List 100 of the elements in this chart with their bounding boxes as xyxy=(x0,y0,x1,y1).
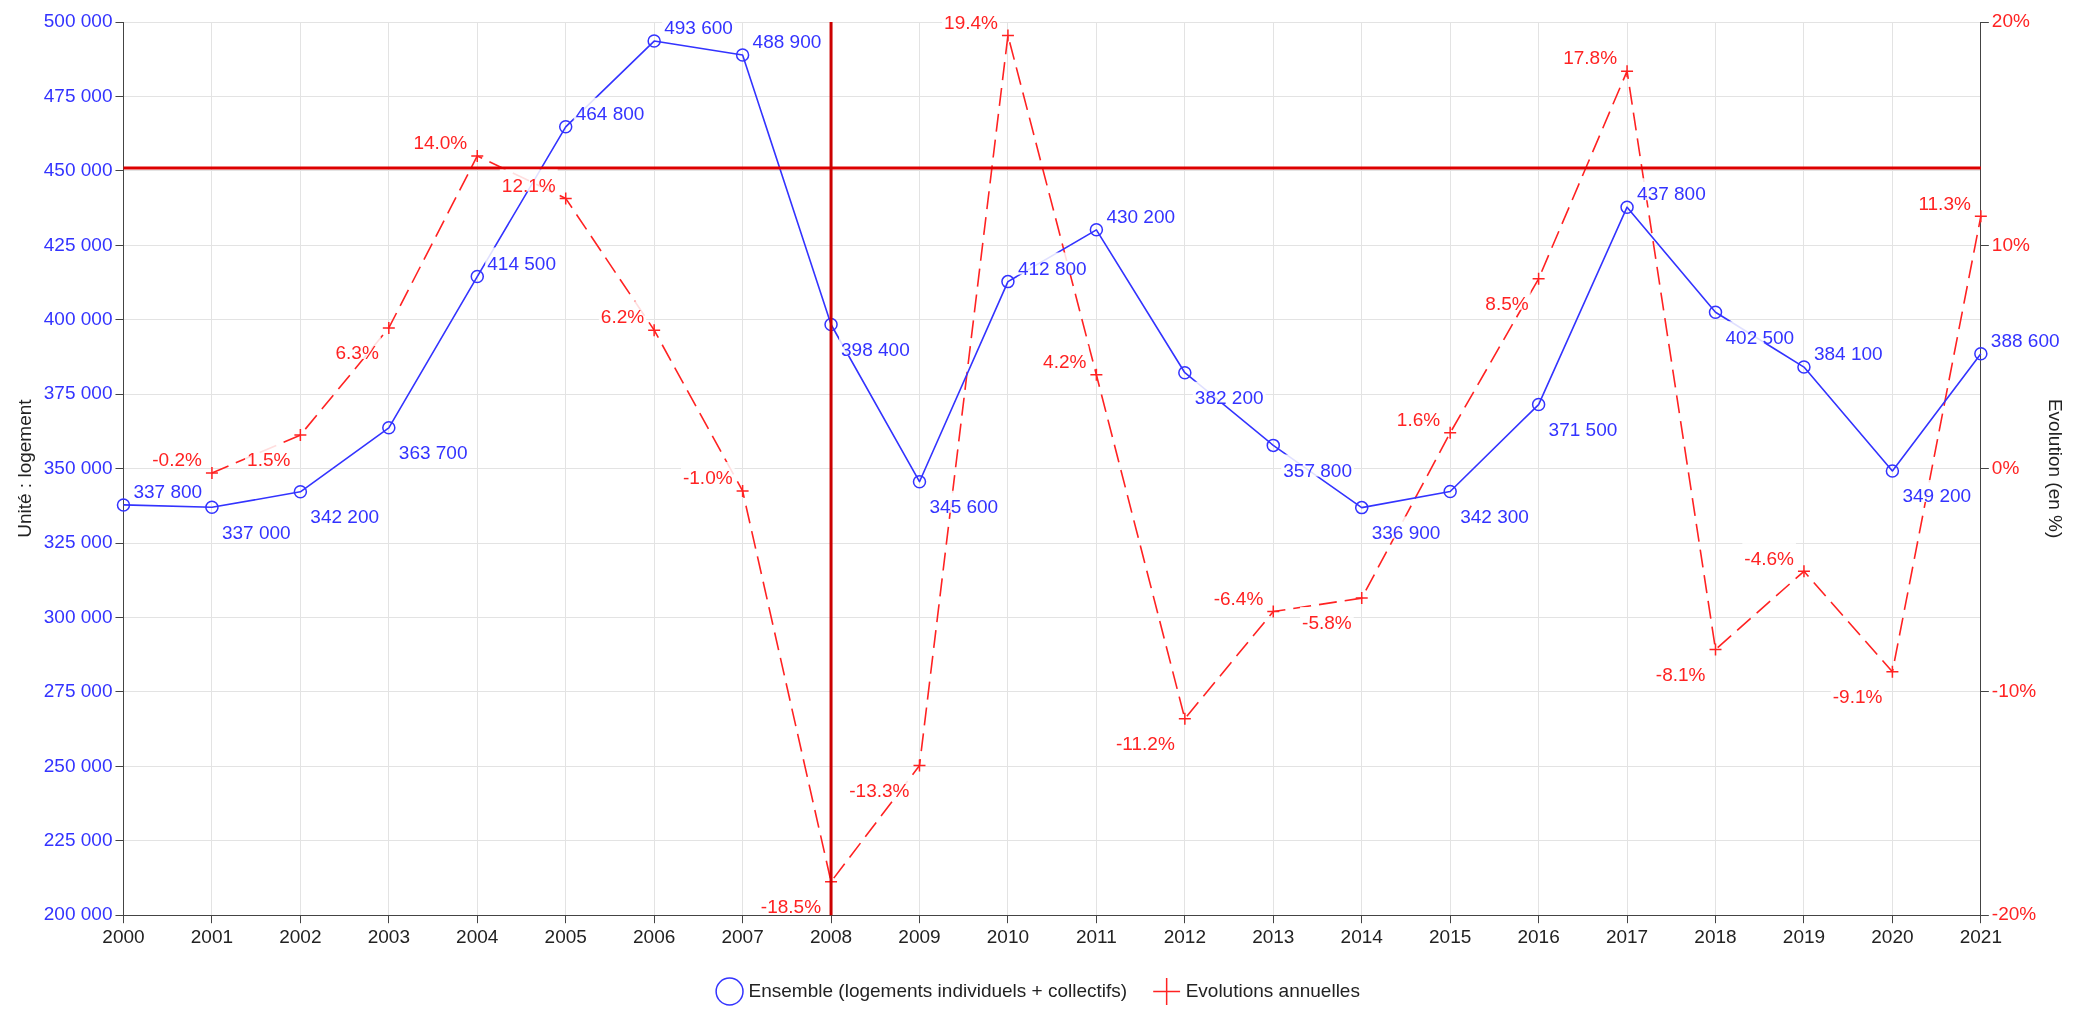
data-label: 414 500 xyxy=(487,252,556,274)
data-label: -13.3% xyxy=(849,779,910,801)
data-label: 382 200 xyxy=(1194,386,1264,408)
data-label: 430 200 xyxy=(1106,206,1176,228)
x-tick-label: 2016 xyxy=(1517,925,1560,947)
point xyxy=(1620,64,1634,78)
data-label: -5.8% xyxy=(1302,612,1352,634)
data-label: 8.5% xyxy=(1485,293,1529,315)
y2-tick-label: 20% xyxy=(1991,10,2030,32)
y-axis-title: Unité : logement xyxy=(13,398,35,538)
y2-tick-label: -20% xyxy=(1991,903,2037,925)
data-label: 402 500 xyxy=(1725,326,1795,348)
y-tick-label: 225 000 xyxy=(43,829,113,850)
data-label: 398 400 xyxy=(841,338,910,360)
x-tick-label: 2017 xyxy=(1605,925,1649,947)
point xyxy=(1531,272,1546,286)
y2-tick-label: 10% xyxy=(1991,233,2030,255)
point xyxy=(1443,484,1457,499)
data-label: -18.5% xyxy=(760,895,822,917)
point xyxy=(1178,711,1192,726)
point xyxy=(1708,305,1723,320)
data-label: 363 700 xyxy=(398,442,468,464)
point xyxy=(1797,564,1811,579)
point xyxy=(1266,604,1281,619)
x-tick-label: 2001 xyxy=(190,925,234,947)
data-label: -4.6% xyxy=(1744,547,1795,569)
data-label: 337 800 xyxy=(133,481,203,503)
y-tick-label: 275 000 xyxy=(43,680,113,702)
y2-tick-label: 0% xyxy=(1991,456,2020,478)
data-label: 337 000 xyxy=(221,521,291,543)
data-label: 12.1% xyxy=(501,174,556,196)
x-tick-label: 2015 xyxy=(1429,925,1472,947)
point xyxy=(735,484,750,498)
data-label: 388 600 xyxy=(1990,329,2060,351)
point xyxy=(205,466,219,480)
y-tick-label: 300 000 xyxy=(43,605,113,627)
y-tick-label: 400 000 xyxy=(43,307,113,329)
data-label: 371 500 xyxy=(1548,418,1618,440)
x-tick-label: 2006 xyxy=(633,925,676,947)
point xyxy=(470,269,485,284)
point xyxy=(1443,426,1457,440)
y-tick-label: 375 000 xyxy=(43,382,113,404)
point xyxy=(1620,200,1634,214)
point xyxy=(1178,365,1192,380)
data-label: 1.6% xyxy=(1396,409,1441,431)
point xyxy=(293,428,308,442)
point xyxy=(735,48,750,62)
point xyxy=(1354,591,1369,605)
y2-axis-title: Evolution (en %) xyxy=(2045,398,2067,539)
y-tick-label: 425 000 xyxy=(43,233,113,255)
data-label: 412 800 xyxy=(1017,257,1087,279)
point xyxy=(205,500,219,515)
point xyxy=(1797,360,1811,374)
y-tick-label: 350 000 xyxy=(43,456,113,478)
point xyxy=(912,758,927,773)
data-label: 493 600 xyxy=(664,17,733,39)
data-label: -8.1% xyxy=(1655,663,1706,685)
data-label: 1.5% xyxy=(247,449,291,471)
x-tick-label: 2003 xyxy=(367,925,410,947)
data-label: 11.3% xyxy=(1918,192,1971,214)
data-label: 342 200 xyxy=(310,506,380,528)
data-label: 6.3% xyxy=(335,342,379,364)
point xyxy=(558,191,573,206)
x-tick-label: 2021 xyxy=(1959,925,2002,947)
point xyxy=(382,421,396,435)
point xyxy=(1885,665,1900,679)
data-label: 4.2% xyxy=(1043,351,1087,373)
data-label: 6.2% xyxy=(600,306,645,328)
x-tick-label: 2009 xyxy=(898,925,941,947)
point xyxy=(558,120,573,134)
point xyxy=(382,321,396,335)
data-label: 437 800 xyxy=(1637,183,1706,205)
data-label: 357 800 xyxy=(1283,459,1352,481)
point xyxy=(470,149,485,163)
data-label: -0.2% xyxy=(152,449,203,471)
data-label: 336 900 xyxy=(1371,521,1441,543)
point xyxy=(1974,346,1988,361)
x-tick-label: 2000 xyxy=(102,925,145,947)
data-label: -1.0% xyxy=(682,467,733,489)
y-tick-label: 325 000 xyxy=(43,531,113,553)
data-label: 384 100 xyxy=(1813,343,1883,365)
point xyxy=(647,323,661,337)
point xyxy=(1001,28,1015,43)
legend-label: Evolutions annuelles xyxy=(1185,979,1360,1001)
point xyxy=(1354,500,1369,515)
x-tick-label: 2007 xyxy=(721,925,764,947)
data-label: 19.4% xyxy=(944,11,999,33)
data-label: 17.8% xyxy=(1563,47,1618,69)
data-label: 349 200 xyxy=(1902,485,1972,507)
x-tick-label: 2005 xyxy=(544,925,587,947)
x-tick-label: 2020 xyxy=(1871,925,1914,947)
point xyxy=(912,474,927,489)
y-tick-label: 500 000 xyxy=(43,10,113,32)
point xyxy=(293,485,308,499)
data-label: 345 600 xyxy=(929,495,999,517)
x-tick-label: 2002 xyxy=(279,925,322,947)
legend-label: Ensemble (logements individuels + collectifs) xyxy=(748,979,1128,1001)
y-tick-label: 250 000 xyxy=(43,754,113,776)
point xyxy=(1089,223,1104,237)
data-label: 342 300 xyxy=(1460,505,1529,527)
